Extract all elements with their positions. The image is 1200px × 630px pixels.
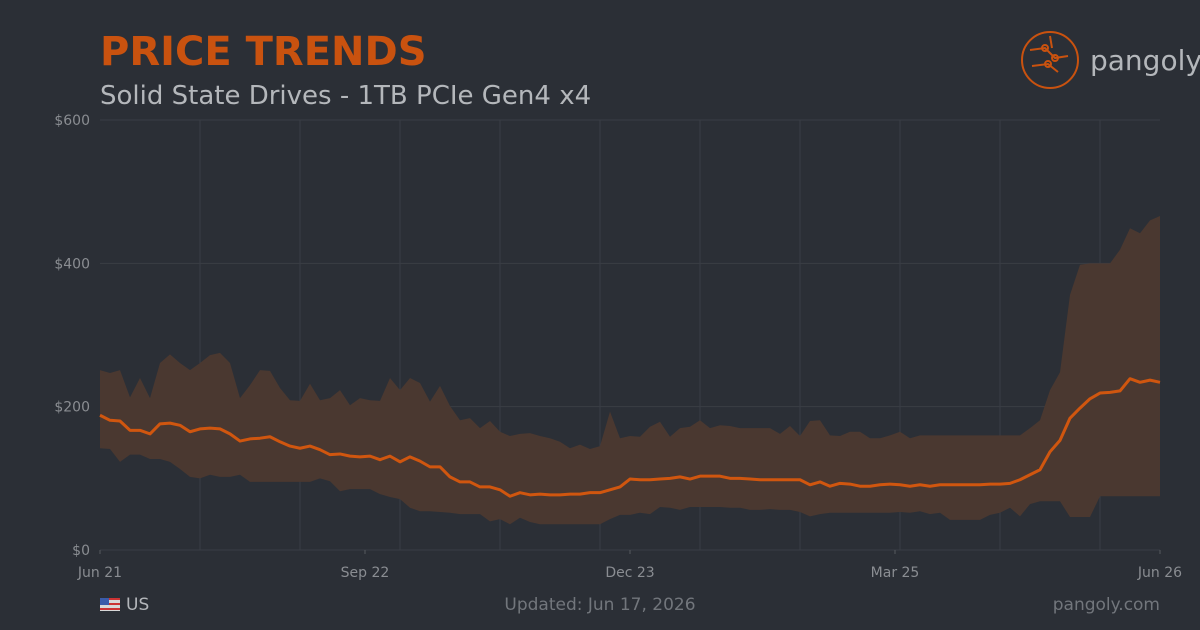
y-tick-label: $0 bbox=[72, 543, 90, 559]
x-tick-label: Mar 25 bbox=[871, 565, 920, 581]
flag-icon bbox=[100, 598, 120, 611]
price-range-band bbox=[100, 216, 1160, 525]
x-tick-label: Jun 26 bbox=[1137, 565, 1182, 581]
x-tick-label: Sep 22 bbox=[341, 565, 390, 581]
subtitle: Solid State Drives - 1TB PCIe Gen4 x4 bbox=[100, 81, 591, 111]
updated: Updated: Jun 17, 2026 bbox=[504, 595, 695, 615]
brand: pangoly bbox=[1090, 44, 1200, 77]
y-tick-label: $600 bbox=[54, 113, 90, 129]
title: PRICE TRENDS bbox=[100, 29, 427, 75]
x-tick-label: Jun 21 bbox=[77, 565, 122, 581]
price-line bbox=[99, 377, 1161, 498]
x-tick-label: Dec 23 bbox=[605, 565, 654, 581]
logo-icon bbox=[1021, 31, 1079, 89]
region: US bbox=[126, 595, 149, 615]
y-tick-label: $400 bbox=[54, 256, 90, 272]
site: pangoly.com bbox=[1053, 595, 1160, 615]
y-tick-label: $200 bbox=[54, 400, 90, 416]
